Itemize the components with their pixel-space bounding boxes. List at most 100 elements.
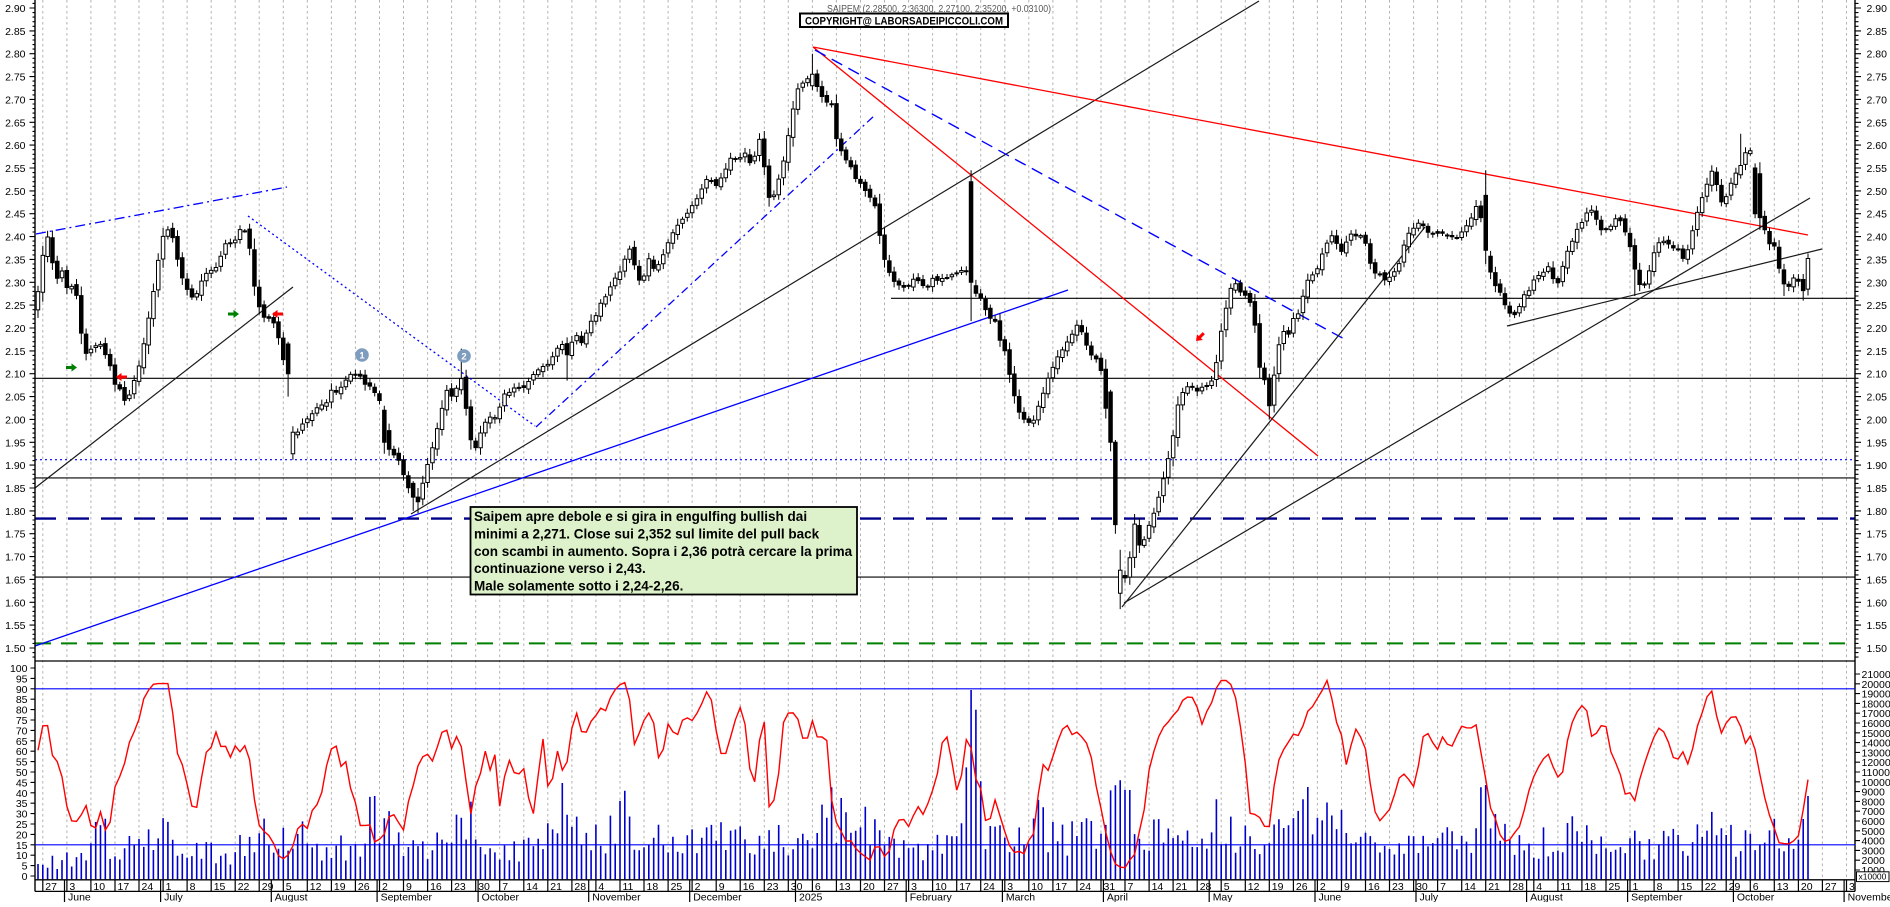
svg-text:minimi a 2,271. Close sui 2,35: minimi a 2,271. Close sui 2,352 sul limi… <box>474 526 820 541</box>
svg-text:23: 23 <box>1392 881 1404 893</box>
svg-text:26: 26 <box>1296 881 1308 893</box>
svg-text:February: February <box>910 892 953 903</box>
svg-text:2.65: 2.65 <box>1867 117 1888 129</box>
svg-text:30: 30 <box>16 809 28 821</box>
svg-text:1.75: 1.75 <box>5 529 26 541</box>
svg-text:1.90: 1.90 <box>5 460 26 472</box>
svg-text:July: July <box>1420 892 1439 903</box>
svg-text:19: 19 <box>334 881 346 893</box>
svg-text:35: 35 <box>16 798 28 810</box>
svg-text:2.05: 2.05 <box>5 392 26 404</box>
svg-text:85: 85 <box>16 694 28 706</box>
svg-text:2.05: 2.05 <box>1867 392 1888 404</box>
svg-text:2.70: 2.70 <box>1867 94 1888 106</box>
svg-text:May: May <box>1213 892 1234 903</box>
svg-text:12: 12 <box>1248 881 1260 893</box>
svg-text:Male solamente sotto i 2,24-2,: Male solamente sotto i 2,24-2,26. <box>474 579 683 594</box>
svg-text:25: 25 <box>671 881 683 893</box>
svg-text:March: March <box>1006 892 1035 903</box>
svg-text:2.30: 2.30 <box>1867 277 1888 289</box>
svg-text:x10000: x10000 <box>1859 871 1887 881</box>
svg-text:April: April <box>1107 892 1128 903</box>
svg-text:June: June <box>68 892 91 903</box>
svg-text:20: 20 <box>1801 881 1813 893</box>
svg-text:1.65: 1.65 <box>1867 574 1888 586</box>
svg-text:2.25: 2.25 <box>1867 300 1888 312</box>
svg-text:August: August <box>1530 892 1563 903</box>
svg-text:July: July <box>164 892 183 903</box>
svg-text:10: 10 <box>16 850 28 862</box>
svg-text:60: 60 <box>16 746 28 758</box>
svg-text:21: 21 <box>550 881 562 893</box>
svg-text:November: November <box>592 892 641 903</box>
svg-text:2.90: 2.90 <box>1867 3 1888 15</box>
svg-text:1.60: 1.60 <box>5 597 26 609</box>
svg-text:2.65: 2.65 <box>5 117 26 129</box>
svg-text:2.20: 2.20 <box>1867 323 1888 335</box>
svg-text:2.45: 2.45 <box>1867 209 1888 221</box>
svg-text:15: 15 <box>16 840 28 852</box>
svg-text:7: 7 <box>1440 881 1446 893</box>
svg-text:1.65: 1.65 <box>5 574 26 586</box>
svg-text:2.90: 2.90 <box>5 3 26 15</box>
svg-text:100: 100 <box>10 663 28 675</box>
svg-text:17: 17 <box>959 881 971 893</box>
svg-text:8: 8 <box>190 881 196 893</box>
svg-text:14: 14 <box>1464 881 1476 893</box>
svg-text:80: 80 <box>16 705 28 717</box>
svg-text:27: 27 <box>887 881 899 893</box>
svg-text:12: 12 <box>310 881 322 893</box>
svg-text:2.30: 2.30 <box>5 277 26 289</box>
svg-text:continuazione verso i 2,43.: continuazione verso i 2,43. <box>474 561 646 576</box>
svg-text:28: 28 <box>1512 881 1524 893</box>
svg-text:28: 28 <box>574 881 586 893</box>
svg-text:1.55: 1.55 <box>1867 620 1888 632</box>
svg-text:21: 21 <box>1176 881 1188 893</box>
svg-text:22: 22 <box>1705 881 1717 893</box>
svg-text:2.85: 2.85 <box>5 26 26 38</box>
svg-text:October: October <box>1737 892 1775 903</box>
svg-text:1.60: 1.60 <box>1867 597 1888 609</box>
svg-text:2.45: 2.45 <box>5 209 26 221</box>
svg-text:1.85: 1.85 <box>5 483 26 495</box>
svg-text:21: 21 <box>1488 881 1500 893</box>
svg-text:2.55: 2.55 <box>5 163 26 175</box>
svg-text:0: 0 <box>22 871 28 883</box>
svg-text:21000: 21000 <box>1862 669 1890 681</box>
svg-text:10: 10 <box>93 881 105 893</box>
svg-text:2.75: 2.75 <box>5 72 26 84</box>
svg-text:1: 1 <box>359 350 365 361</box>
svg-text:December: December <box>693 892 742 903</box>
svg-text:45: 45 <box>16 777 28 789</box>
svg-text:27: 27 <box>1825 881 1837 893</box>
svg-text:17: 17 <box>1055 881 1067 893</box>
svg-text:1.80: 1.80 <box>1867 506 1888 518</box>
svg-text:13: 13 <box>1777 881 1789 893</box>
svg-text:16: 16 <box>1368 881 1380 893</box>
svg-text:2.70: 2.70 <box>5 94 26 106</box>
svg-text:24: 24 <box>1079 881 1091 893</box>
svg-text:2.40: 2.40 <box>5 232 26 244</box>
svg-text:2.35: 2.35 <box>1867 254 1888 266</box>
svg-text:1.75: 1.75 <box>1867 529 1888 541</box>
svg-text:2.25: 2.25 <box>5 300 26 312</box>
svg-text:75: 75 <box>16 715 28 727</box>
svg-text:27: 27 <box>45 881 57 893</box>
svg-text:2: 2 <box>461 351 466 362</box>
svg-text:COPYRIGHT@ LABORSADEIPICCOLI.C: COPYRIGHT@ LABORSADEIPICCOLI.COM <box>805 15 1003 27</box>
svg-text:2.60: 2.60 <box>5 140 26 152</box>
svg-text:2.60: 2.60 <box>1867 140 1888 152</box>
svg-text:2.80: 2.80 <box>1867 49 1888 61</box>
svg-text:1.50: 1.50 <box>5 643 26 655</box>
svg-text:1.95: 1.95 <box>1867 437 1888 449</box>
svg-text:22: 22 <box>238 881 250 893</box>
svg-text:16: 16 <box>743 881 755 893</box>
svg-text:1.85: 1.85 <box>1867 483 1888 495</box>
svg-text:August: August <box>275 892 308 903</box>
svg-text:50: 50 <box>16 767 28 779</box>
svg-text:2.85: 2.85 <box>1867 26 1888 38</box>
svg-text:9: 9 <box>1344 881 1350 893</box>
svg-text:Saipem apre debole e si gira i: Saipem apre debole e si gira in engulfin… <box>474 509 807 524</box>
svg-text:14: 14 <box>526 881 538 893</box>
svg-text:23: 23 <box>454 881 466 893</box>
